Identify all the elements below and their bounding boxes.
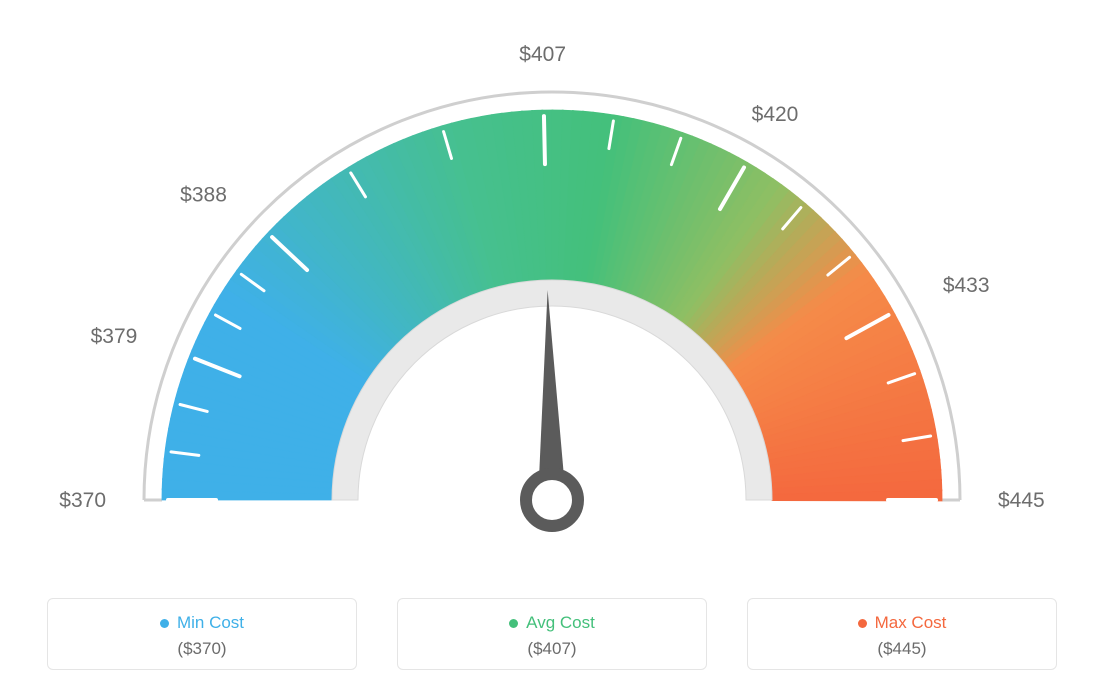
legend-dot-avg bbox=[509, 619, 518, 628]
svg-text:$388: $388 bbox=[180, 184, 227, 207]
svg-text:$445: $445 bbox=[998, 489, 1045, 512]
svg-text:$379: $379 bbox=[91, 325, 138, 348]
legend-value-avg: ($407) bbox=[408, 639, 696, 659]
legend-value-max: ($445) bbox=[758, 639, 1046, 659]
svg-text:$420: $420 bbox=[752, 103, 799, 126]
svg-text:$433: $433 bbox=[943, 274, 990, 297]
legend-label-avg: Avg Cost bbox=[526, 613, 595, 633]
legend-label-max: Max Cost bbox=[875, 613, 947, 633]
cost-gauge-widget: $370 $379 $388 $407 $420 $433 $445 Min Cost ($… bbox=[0, 0, 1104, 690]
legend-dot-min bbox=[160, 619, 169, 628]
legend-card-avg: Avg Cost ($407) bbox=[397, 598, 707, 670]
svg-text:$407: $407 bbox=[519, 43, 566, 66]
gauge-chart: $370 $379 $388 $407 $420 $433 $445 bbox=[0, 0, 1104, 560]
legend-dot-max bbox=[858, 619, 867, 628]
legend-row: Min Cost ($370) Avg Cost ($407) Max Cost… bbox=[0, 598, 1104, 670]
legend-card-max: Max Cost ($445) bbox=[747, 598, 1057, 670]
svg-text:$370: $370 bbox=[59, 489, 106, 512]
legend-label-min: Min Cost bbox=[177, 613, 244, 633]
legend-value-min: ($370) bbox=[58, 639, 346, 659]
legend-card-min: Min Cost ($370) bbox=[47, 598, 357, 670]
